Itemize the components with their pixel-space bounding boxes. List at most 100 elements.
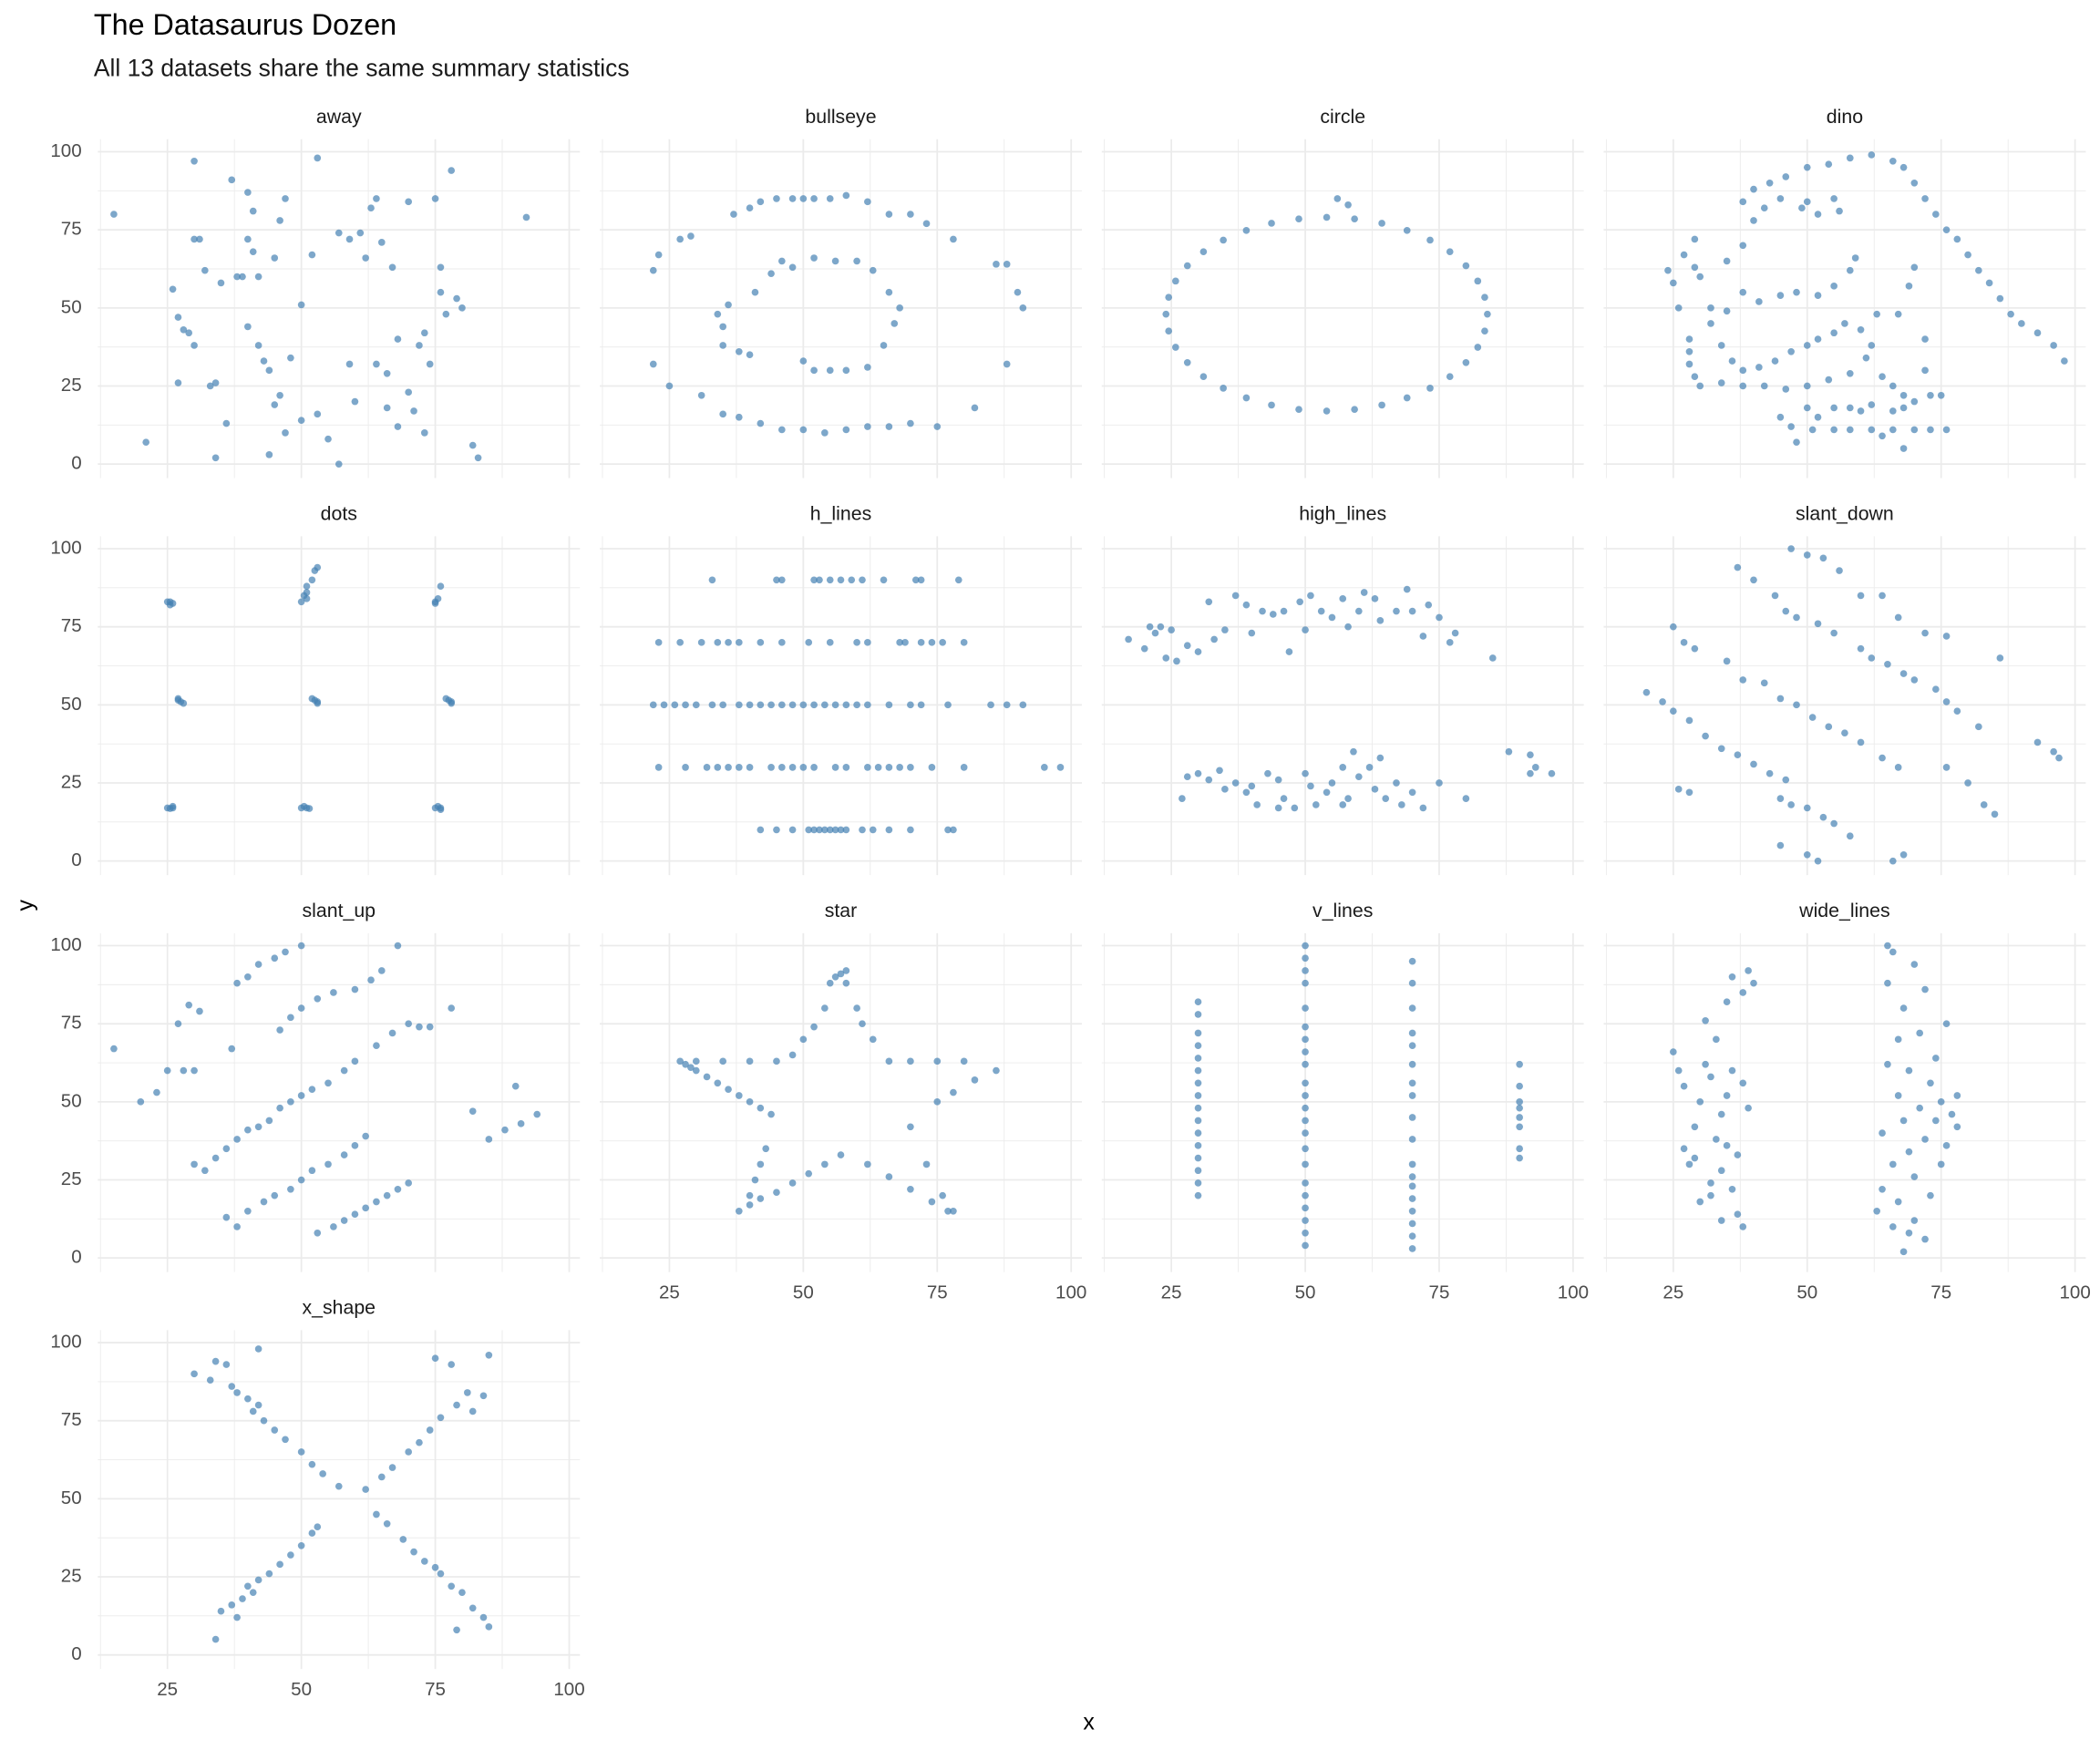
point <box>682 764 689 771</box>
point <box>1910 179 1919 187</box>
point <box>1750 576 1757 584</box>
point <box>1825 376 1833 384</box>
point <box>282 1436 289 1444</box>
point <box>993 1066 1000 1075</box>
point <box>1921 195 1929 202</box>
point <box>778 701 786 709</box>
point <box>394 423 402 430</box>
point <box>1713 1035 1720 1044</box>
point <box>810 1023 818 1031</box>
point <box>1280 795 1288 802</box>
point <box>907 826 914 834</box>
point <box>671 701 679 709</box>
point <box>1302 1229 1309 1237</box>
point <box>180 699 188 707</box>
point <box>1846 426 1854 434</box>
point <box>1879 1129 1886 1137</box>
point <box>1836 207 1843 215</box>
point <box>383 404 391 412</box>
point <box>1451 629 1459 637</box>
point <box>757 638 765 646</box>
point <box>287 1098 294 1106</box>
y-tick-label: 50 <box>61 1090 82 1111</box>
point <box>479 1613 488 1621</box>
point <box>1889 857 1897 865</box>
point <box>437 1570 445 1578</box>
point <box>1776 795 1785 802</box>
point <box>810 366 818 375</box>
point <box>1889 948 1897 956</box>
point <box>714 1079 722 1087</box>
point <box>1717 745 1725 753</box>
point <box>1382 795 1390 802</box>
point <box>1691 1123 1699 1131</box>
point <box>746 204 754 212</box>
point <box>373 1510 380 1518</box>
point <box>757 826 765 834</box>
point <box>1739 676 1747 684</box>
point <box>1317 607 1325 615</box>
point <box>933 1057 942 1065</box>
point <box>180 1066 188 1075</box>
point <box>853 638 860 646</box>
point <box>1351 406 1358 414</box>
point <box>185 1001 193 1009</box>
point <box>1927 1191 1934 1199</box>
point <box>1333 195 1342 202</box>
facet-label: v_lines <box>1312 900 1373 921</box>
point <box>1365 764 1374 771</box>
point <box>896 764 903 771</box>
point <box>869 266 877 274</box>
point <box>1825 723 1833 731</box>
point <box>1302 1117 1309 1125</box>
point <box>1419 633 1427 640</box>
point <box>260 1416 268 1425</box>
point <box>1942 764 1951 771</box>
point <box>437 1414 445 1422</box>
point <box>211 454 220 462</box>
y-tick-label: 100 <box>50 537 81 558</box>
point <box>1231 779 1240 787</box>
point <box>1302 954 1309 962</box>
point <box>420 429 428 437</box>
point <box>335 460 343 468</box>
point <box>1194 1055 1202 1062</box>
point <box>522 213 530 221</box>
point <box>1868 401 1876 408</box>
point <box>222 1213 231 1221</box>
point <box>1899 404 1908 412</box>
point <box>1894 1035 1902 1044</box>
point <box>746 1057 754 1065</box>
point <box>324 1160 332 1168</box>
point <box>939 638 946 646</box>
point <box>1425 601 1433 609</box>
point <box>1899 850 1908 859</box>
point <box>831 973 839 981</box>
point <box>1717 379 1725 386</box>
point <box>228 1383 236 1390</box>
point <box>960 764 968 771</box>
point <box>757 419 765 427</box>
point <box>1932 1117 1940 1125</box>
point <box>1680 1082 1688 1090</box>
point <box>788 195 797 202</box>
point <box>1836 567 1843 574</box>
point <box>778 638 786 646</box>
point <box>297 301 305 309</box>
point <box>410 1548 417 1556</box>
point <box>1910 397 1919 406</box>
point <box>1868 654 1876 662</box>
point <box>533 1110 541 1118</box>
point <box>853 1004 860 1012</box>
point <box>714 310 722 318</box>
y-tick-label: 25 <box>61 771 82 792</box>
point <box>1194 769 1202 777</box>
point <box>190 342 198 349</box>
x-tick-label: 25 <box>157 1679 178 1700</box>
point <box>1814 413 1822 421</box>
point <box>271 954 279 962</box>
point <box>1905 1066 1913 1075</box>
point <box>1932 685 1940 694</box>
point <box>1670 707 1677 715</box>
point <box>1734 1210 1742 1219</box>
